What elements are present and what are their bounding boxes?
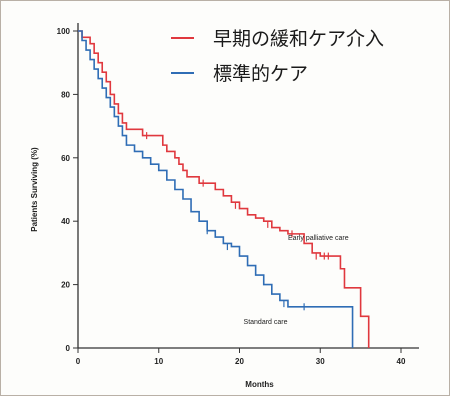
chart-annotation: Standard care bbox=[244, 319, 288, 326]
x-tick-label: 20 bbox=[235, 357, 244, 366]
x-axis-title: Months bbox=[245, 380, 274, 389]
x-tick-label: 0 bbox=[76, 357, 81, 366]
series-line-1 bbox=[78, 30, 354, 348]
legend-label: 早期の緩和ケア介入 bbox=[213, 28, 384, 50]
axes: 0 10 20 30 40 0 20 40 60 80 100 Months Patients Surv… bbox=[30, 23, 419, 389]
chart-annotation: Early palliative care bbox=[288, 235, 349, 242]
series-line-0 bbox=[78, 30, 370, 348]
y-axis-title: Patients Surviving (%) bbox=[30, 147, 39, 232]
x-tick-label: 10 bbox=[154, 357, 163, 366]
y-tick-label: 40 bbox=[61, 217, 70, 226]
y-tick-label: 0 bbox=[66, 344, 71, 353]
x-tick-label: 30 bbox=[316, 357, 325, 366]
series-layer bbox=[78, 30, 370, 348]
y-tick-label: 60 bbox=[61, 154, 70, 163]
y-tick-label: 100 bbox=[57, 27, 71, 36]
annotations: Early palliative care Standard care bbox=[244, 235, 349, 326]
legend-label: 標準的ケア bbox=[213, 63, 308, 85]
x-tick-label: 40 bbox=[397, 357, 406, 366]
y-tick-label: 80 bbox=[61, 90, 70, 99]
y-tick-label: 20 bbox=[61, 281, 70, 290]
